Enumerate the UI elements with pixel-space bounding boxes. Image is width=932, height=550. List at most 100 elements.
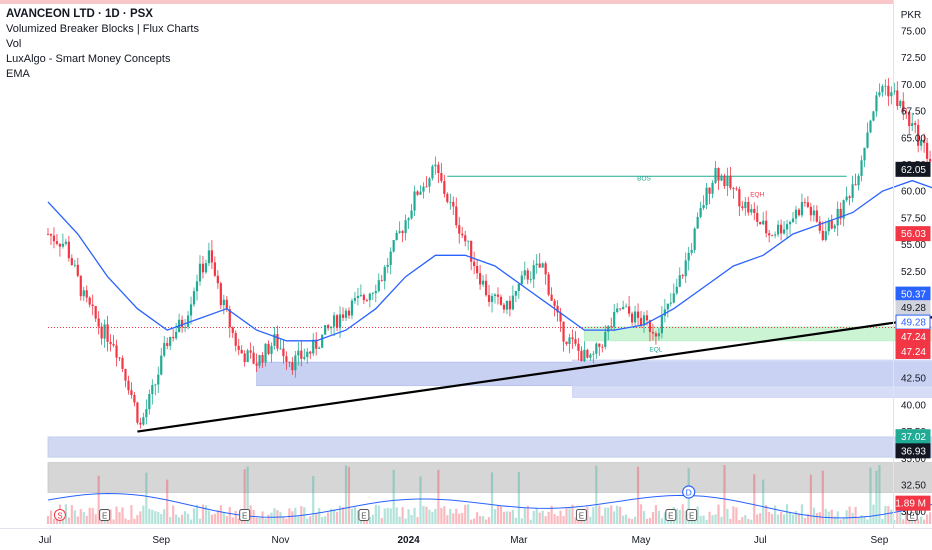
volume-bar xyxy=(312,476,315,524)
candle-body xyxy=(902,101,905,112)
volume-bar xyxy=(660,518,663,524)
volume-bar xyxy=(777,514,780,524)
volume-bar xyxy=(249,505,252,524)
volume-bar xyxy=(407,509,410,524)
price-tags-layer: 62.05 56.03 50.37 49.28 49.28 47.24 47.24 37.02… xyxy=(895,161,931,511)
candle-body xyxy=(529,279,532,281)
candle-body xyxy=(702,204,705,209)
price-tag: 56.03 xyxy=(895,226,931,242)
volume-bar xyxy=(920,516,923,524)
candle-body xyxy=(669,302,672,304)
candle-body xyxy=(410,210,413,219)
x-tick-label: 2024 xyxy=(397,535,420,546)
volume-bar xyxy=(917,519,920,524)
candle-body xyxy=(541,263,544,268)
volume-bar xyxy=(344,465,348,524)
candle-body xyxy=(449,201,452,203)
candle-body xyxy=(660,315,663,334)
volume-bar xyxy=(368,517,371,524)
volume-bar xyxy=(756,514,759,524)
volume-bar xyxy=(872,504,875,524)
volume-bar xyxy=(499,506,503,524)
volume-bar xyxy=(464,504,467,524)
candle-body xyxy=(836,208,839,226)
candle-body xyxy=(672,293,675,303)
candle-body xyxy=(771,235,774,237)
candle-body xyxy=(604,331,607,347)
candle-body xyxy=(386,264,389,267)
volume-bar xyxy=(315,513,318,524)
volume-bar xyxy=(192,508,196,524)
candle-body xyxy=(928,158,932,162)
volume-bar xyxy=(76,516,79,524)
candle-body xyxy=(315,339,318,349)
volume-bar xyxy=(133,518,136,524)
candle-body xyxy=(899,101,902,106)
candle-body xyxy=(657,333,660,337)
event-label: E xyxy=(910,512,915,521)
candle-body xyxy=(234,332,237,346)
symbol-title[interactable]: AVANCEON LTD · 1D · PSX xyxy=(6,8,153,20)
volume-bar xyxy=(729,518,732,524)
candle-body xyxy=(601,346,604,348)
volume-bar xyxy=(282,516,285,524)
volume-bar xyxy=(592,507,595,524)
indicator-flux[interactable]: Volumized Breaker Blocks | Flux Charts xyxy=(6,23,199,35)
volume-bar xyxy=(517,472,520,524)
volume-bar xyxy=(467,504,470,524)
candle-body xyxy=(335,315,339,328)
volume-bar xyxy=(377,505,380,524)
y-tick-label: 52.50 xyxy=(901,267,926,278)
candle-body xyxy=(514,290,517,296)
volume-bar xyxy=(246,466,249,524)
volume-bar xyxy=(124,518,127,524)
volume-bar xyxy=(514,517,517,524)
volume-bar xyxy=(854,507,857,524)
event-label: E xyxy=(242,512,247,521)
volume-bar xyxy=(890,509,893,524)
volume-bar xyxy=(145,472,148,524)
volume-bar xyxy=(529,519,532,524)
candle-body xyxy=(362,294,365,301)
indicator-ema[interactable]: EMA xyxy=(6,68,30,80)
candle-body xyxy=(738,189,741,207)
volume-bar xyxy=(893,519,896,524)
volume-bar xyxy=(541,510,544,524)
volume-bar xyxy=(735,507,738,524)
candle-body xyxy=(711,182,714,194)
candle-body xyxy=(258,355,261,366)
events-layer: SEEEEEEEEEED xyxy=(53,485,918,521)
candle-body xyxy=(166,343,169,346)
volume-bar xyxy=(717,504,720,524)
candle-body xyxy=(309,351,312,354)
volume-bar xyxy=(169,517,172,524)
candle-body xyxy=(586,349,589,358)
candle-body xyxy=(204,263,208,273)
candle-body xyxy=(70,258,73,265)
zone-demand xyxy=(584,326,932,342)
volume-bar xyxy=(273,508,276,524)
candle-body xyxy=(401,231,404,234)
indicator-smc[interactable]: LuxAlgo - Smart Money Concepts xyxy=(6,53,171,65)
volume-bar xyxy=(204,505,208,524)
volume-bar xyxy=(887,506,890,524)
indicator-vol[interactable]: Vol xyxy=(6,38,22,50)
candle-body xyxy=(55,241,59,244)
volume-bar xyxy=(231,517,234,524)
candle-body xyxy=(484,280,488,296)
candle-body xyxy=(356,295,360,299)
candle-body xyxy=(97,318,100,327)
candle-body xyxy=(169,336,172,346)
volume-bar xyxy=(70,505,73,524)
candle-body xyxy=(556,305,559,313)
volume-bar xyxy=(642,511,646,524)
candle-body xyxy=(237,345,240,350)
candle-body xyxy=(151,384,154,395)
candle-body xyxy=(896,90,899,106)
volume-bar xyxy=(404,518,407,524)
candle-body xyxy=(112,344,115,346)
volume-bar xyxy=(487,517,491,524)
candle-body xyxy=(917,124,920,146)
candle-body xyxy=(610,326,613,327)
